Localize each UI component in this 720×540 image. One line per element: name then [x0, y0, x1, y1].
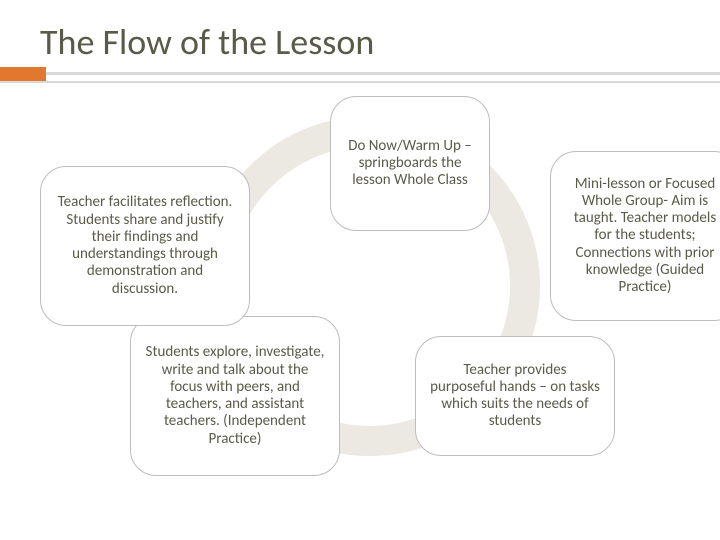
node-hands-on: Teacher provides purposeful hands – on t… [415, 336, 615, 456]
node-explore: Students explore, investigate, write and… [130, 316, 340, 476]
node-label: Teacher provides purposeful hands – on t… [430, 362, 600, 431]
node-label: Students explore, investigate, write and… [145, 344, 325, 448]
accent-bar [40, 72, 680, 86]
node-reflection: Teacher facilitates reflection. Students… [40, 166, 250, 326]
node-label: Do Now/Warm Up – springboards the lesson… [345, 138, 475, 190]
flow-diagram: Do Now/Warm Up – springboards the lesson… [40, 96, 680, 526]
node-label: Teacher facilitates reflection. Students… [55, 194, 235, 298]
node-mini-lesson: Mini-lesson or Focused Whole Group- Aim … [550, 151, 720, 321]
node-do-now: Do Now/Warm Up – springboards the lesson… [330, 96, 490, 231]
node-label: Mini-lesson or Focused Whole Group- Aim … [565, 176, 720, 297]
page-title: The Flow of the Lesson [40, 20, 680, 64]
accent-bar-thick [0, 67, 46, 81]
accent-bar-top [0, 72, 720, 75]
accent-bar-bottom [0, 81, 720, 83]
